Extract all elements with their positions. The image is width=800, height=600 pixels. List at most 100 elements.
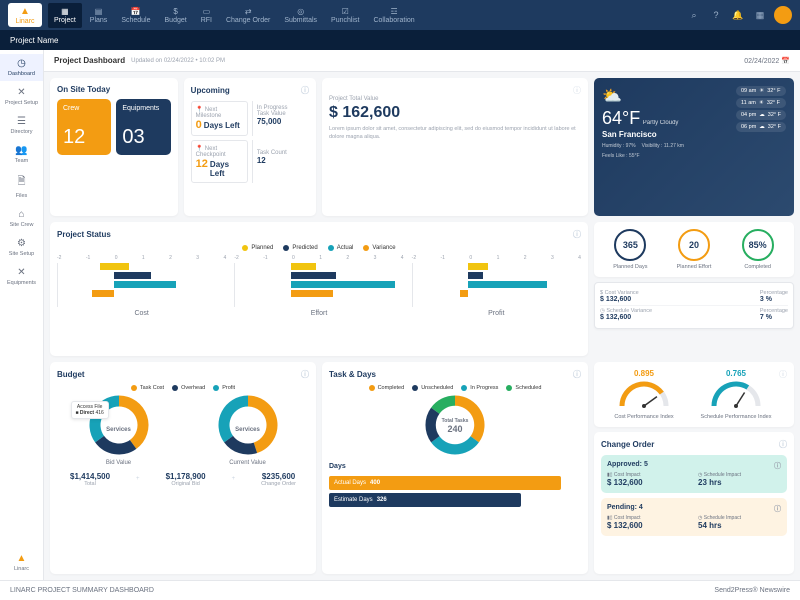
upcoming-item: In ProgressTask Value75,000 bbox=[252, 101, 309, 136]
topnav-budget[interactable]: $Budget bbox=[159, 3, 193, 28]
topnav-change-order[interactable]: ⇄Change Order bbox=[220, 3, 276, 28]
status-chart-profit: -2-101234Profit bbox=[412, 255, 581, 317]
budget-title: Budget bbox=[57, 370, 85, 379]
upcoming-item: 📍 Next Milestone0Days Left bbox=[191, 101, 248, 136]
gauge: 0.895Cost Performance Index bbox=[601, 369, 687, 420]
leftnav-site-crew[interactable]: ⌂Site Crew bbox=[0, 205, 43, 232]
weather-temp: 64°F bbox=[602, 108, 640, 128]
topnav-schedule[interactable]: 📅Schedule bbox=[115, 3, 156, 28]
kpi-planned-effort: 20Planned Effort bbox=[665, 229, 724, 270]
topnav-plans[interactable]: ▤Plans bbox=[84, 3, 114, 28]
equip-value: 03 bbox=[122, 126, 164, 149]
leftnav-site-setup[interactable]: ⚙Site Setup bbox=[0, 234, 43, 261]
status-chart-cost: -2-101234Cost bbox=[57, 255, 226, 317]
tasks-title: Task & Days bbox=[329, 370, 376, 379]
ptv-text: Lorem ipsum dolor sit amet, consectetur … bbox=[329, 126, 581, 141]
upcoming-title: Upcomingⓘ bbox=[191, 85, 309, 96]
co-title: Change Order bbox=[601, 440, 654, 449]
help-icon[interactable]: ? bbox=[708, 7, 724, 23]
weather-cond: Partly Cloudy bbox=[643, 120, 679, 126]
status-card: Project Statusⓘ PlannedPredictedActualVa… bbox=[50, 222, 588, 355]
budget-donut: ServicesCurrent Value bbox=[218, 395, 278, 466]
co-pending: Pending: 4 ⓘ▮▯ Cost Impact$ 132,600◷ Sch… bbox=[601, 498, 787, 536]
footer-left: LINARC PROJECT SUMMARY DASHBOARD bbox=[10, 587, 154, 594]
right-column: ⓘ 0.895Cost Performance Index0.765Schedu… bbox=[594, 362, 794, 574]
info-icon[interactable]: ⓘ bbox=[301, 85, 309, 96]
kpi-column: 365Planned Days20Planned Effort85%Comple… bbox=[594, 222, 794, 355]
topnav-rfi[interactable]: ▭RFI bbox=[195, 3, 218, 28]
footer-right: Send2Press® Newswire bbox=[714, 587, 790, 594]
day-bar: Actual Days400 bbox=[329, 476, 561, 490]
dashboard-grid: On Site Today Crew 12 Equipments 03 bbox=[44, 72, 800, 580]
forecast-row: 04 pm☁32° F bbox=[736, 110, 786, 120]
task-donut: Total Tasks240 bbox=[425, 395, 485, 457]
day-bar: Estimate Days326 bbox=[329, 493, 521, 507]
project-name: Project Name bbox=[10, 36, 58, 45]
upcoming-item: 📍 Next Checkpoint12Days Left bbox=[191, 140, 248, 183]
leftnav-brand[interactable]: ▲Linarc bbox=[0, 549, 43, 576]
page-date: 02/24/2022 📅 bbox=[744, 57, 790, 65]
crew-box[interactable]: Crew 12 bbox=[57, 99, 111, 155]
search-icon[interactable]: ⌕ bbox=[686, 7, 702, 23]
row1-left: On Site Today Crew 12 Equipments 03 bbox=[50, 78, 316, 216]
body: ◷Dashboard✕Project Setup☰Directory👥Team🗎… bbox=[0, 50, 800, 580]
status-title: Project Status bbox=[57, 230, 111, 239]
leftnav-project-setup[interactable]: ✕Project Setup bbox=[0, 83, 43, 110]
upcoming-item: Task Count12 bbox=[252, 140, 309, 183]
forecast-row: 09 am☀32° F bbox=[736, 86, 786, 96]
brand-logo[interactable]: ▲Linarc bbox=[8, 3, 42, 27]
project-bar: Project Name bbox=[0, 30, 800, 50]
weather-loc: San Francisco bbox=[602, 130, 730, 139]
onsite-title: On Site Today bbox=[57, 85, 171, 94]
leftnav-directory[interactable]: ☰Directory bbox=[0, 112, 43, 139]
budget-donut: ServicesBid ValueAccess File■ Direct 416 bbox=[89, 395, 149, 466]
gauge: 0.765Schedule Performance Index bbox=[693, 369, 779, 420]
logo-icon: ▲ bbox=[20, 6, 30, 17]
weather-icon: ⛅ bbox=[602, 86, 730, 106]
budget-card: Budgetⓘ Task CostOverheadProfit Services… bbox=[50, 362, 316, 574]
leftnav-team[interactable]: 👥Team bbox=[0, 141, 43, 168]
bell-icon[interactable]: 🔔 bbox=[730, 7, 746, 23]
kpi-completed: 85%Completed bbox=[728, 229, 787, 270]
topnav-project[interactable]: ▦Project bbox=[48, 3, 82, 28]
topbar-right: ⌕ ? 🔔 ▦ bbox=[686, 6, 792, 24]
equip-box[interactable]: Equipments 03 bbox=[116, 99, 170, 155]
ptv-card: ⓘ Project Total Value $ 162,600 Lorem ip… bbox=[322, 78, 588, 216]
change-order-card: Change Order ⓘ Approved: 5 ⓘ▮▯ Cost Impac… bbox=[594, 432, 794, 574]
info-icon[interactable]: ⓘ bbox=[573, 85, 581, 96]
page-title: Project Dashboard bbox=[54, 56, 125, 65]
main: Project Dashboard Updated on 02/24/2022 … bbox=[44, 50, 800, 580]
kpi-card: 365Planned Days20Planned Effort85%Comple… bbox=[594, 222, 794, 277]
forecast-row: 11 am☀32° F bbox=[736, 98, 786, 108]
topnav-submittals[interactable]: ◎Submittals bbox=[278, 3, 323, 28]
co-approved: Approved: 5 ⓘ▮▯ Cost Impact$ 132,600◷ Sc… bbox=[601, 455, 787, 493]
leftnav-files[interactable]: 🗎Files bbox=[0, 170, 43, 203]
app-root: ▲Linarc ▦Project▤Plans📅Schedule$Budget▭R… bbox=[0, 0, 800, 600]
info-icon[interactable]: ⓘ bbox=[573, 369, 581, 380]
crew-label: Crew bbox=[63, 105, 105, 112]
topbar: ▲Linarc ▦Project▤Plans📅Schedule$Budget▭R… bbox=[0, 0, 800, 30]
onsite-card: On Site Today Crew 12 Equipments 03 bbox=[50, 78, 178, 216]
brand-name: Linarc bbox=[15, 18, 34, 25]
equip-label: Equipments bbox=[122, 105, 164, 112]
topnav-punchlist[interactable]: ☑Punchlist bbox=[325, 3, 365, 28]
grid-icon[interactable]: ▦ bbox=[752, 7, 768, 23]
ptv-value: $ 162,600 bbox=[329, 104, 581, 122]
info-icon[interactable]: ⓘ bbox=[779, 369, 787, 380]
upcoming-card: Upcomingⓘ 📍 Next Milestone0Days LeftIn P… bbox=[184, 78, 316, 216]
avatar[interactable] bbox=[774, 6, 792, 24]
info-icon[interactable]: ⓘ bbox=[779, 439, 787, 450]
info-icon[interactable]: ⓘ bbox=[573, 229, 581, 240]
crew-value: 12 bbox=[63, 126, 105, 149]
weather-card: ⛅ 64°F Partly Cloudy San Francisco Humid… bbox=[594, 78, 794, 216]
forecast-row: 06 pm☁32° F bbox=[736, 122, 786, 132]
leftnav-equipments[interactable]: ✕Equipments bbox=[0, 263, 43, 290]
page-header: Project Dashboard Updated on 02/24/2022 … bbox=[44, 50, 800, 72]
topnav-collaboration[interactable]: ☲Collaboration bbox=[367, 3, 420, 28]
info-icon[interactable]: ⓘ bbox=[301, 369, 309, 380]
leftnav-dashboard[interactable]: ◷Dashboard bbox=[0, 54, 43, 81]
kpi-planned-days: 365Planned Days bbox=[601, 229, 660, 270]
top-nav: ▦Project▤Plans📅Schedule$Budget▭RFI⇄Chang… bbox=[48, 3, 421, 28]
left-nav: ◷Dashboard✕Project Setup☰Directory👥Team🗎… bbox=[0, 50, 44, 580]
page-updated: Updated on 02/24/2022 • 10:02 PM bbox=[131, 58, 225, 64]
